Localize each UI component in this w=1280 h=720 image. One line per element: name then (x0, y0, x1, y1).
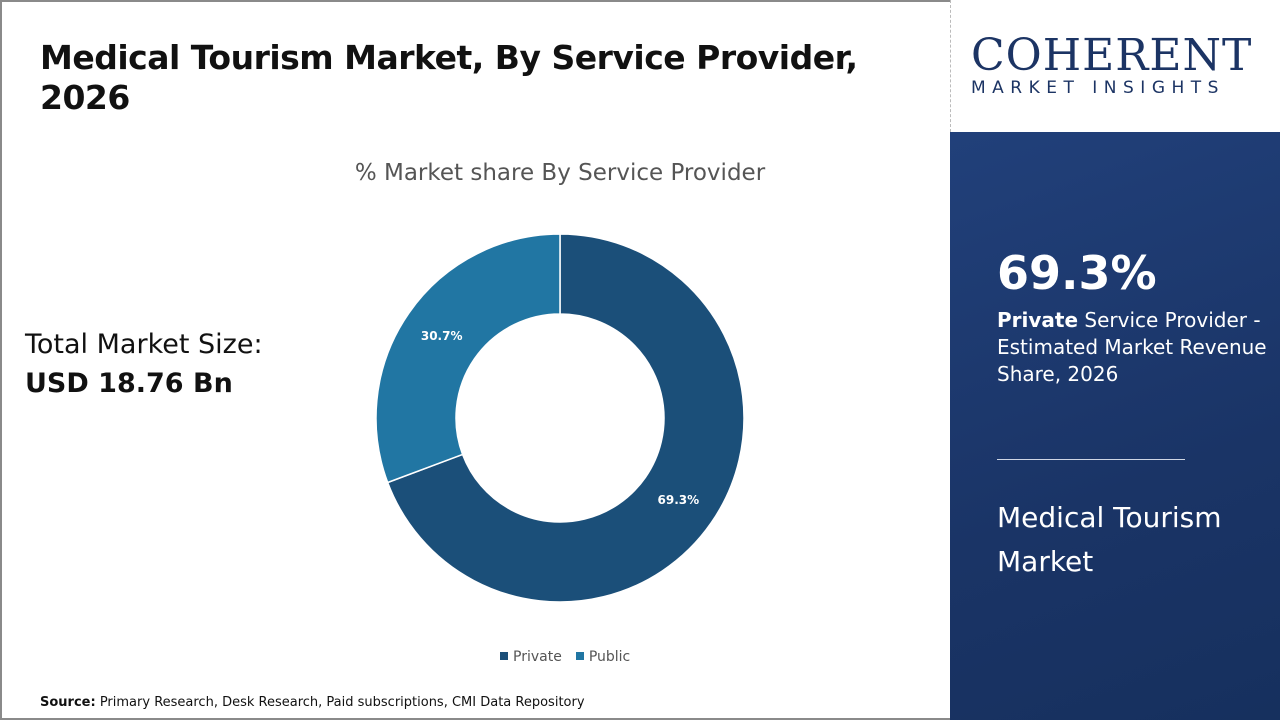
highlight-panel: 69.3% Private Service Provider - Estimat… (950, 132, 1280, 720)
donut-chart: 69.3% 30.7% (375, 233, 745, 603)
data-label-private: 69.3% (658, 493, 700, 507)
data-label-public: 30.7% (421, 329, 463, 343)
divider (997, 459, 1185, 460)
logo-text: COHERENT (971, 30, 1253, 81)
highlight-description: Private Service Provider - Estimated Mar… (997, 308, 1267, 386)
chart-title: % Market share By Service Provider (354, 160, 766, 186)
legend: Private Public (500, 649, 630, 665)
highlight-percent: 69.3% (997, 246, 1157, 300)
legend-swatch (500, 652, 508, 660)
total-label: Total Market Size: (25, 329, 263, 360)
logo-subtext: MARKET INSIGHTS (971, 78, 1225, 98)
donut-slice-public (375, 233, 561, 484)
market-name: Medical Tourism Market (997, 501, 1222, 579)
legend-item-private: Private (500, 649, 562, 665)
page-title: Medical Tourism Market, By Service Provi… (40, 38, 858, 117)
source-note: Source: Primary Research, Desk Research,… (40, 695, 585, 710)
legend-swatch (575, 652, 584, 660)
logo: COHERENT MARKET INSIGHTS (950, 0, 1280, 132)
total-value: USD 18.76 Bn (25, 368, 233, 400)
donut-slice-private (386, 233, 745, 603)
legend-item-public: Public (575, 649, 630, 665)
total-market-size: Total Market Size: USD 18.76 Bn (25, 325, 263, 403)
